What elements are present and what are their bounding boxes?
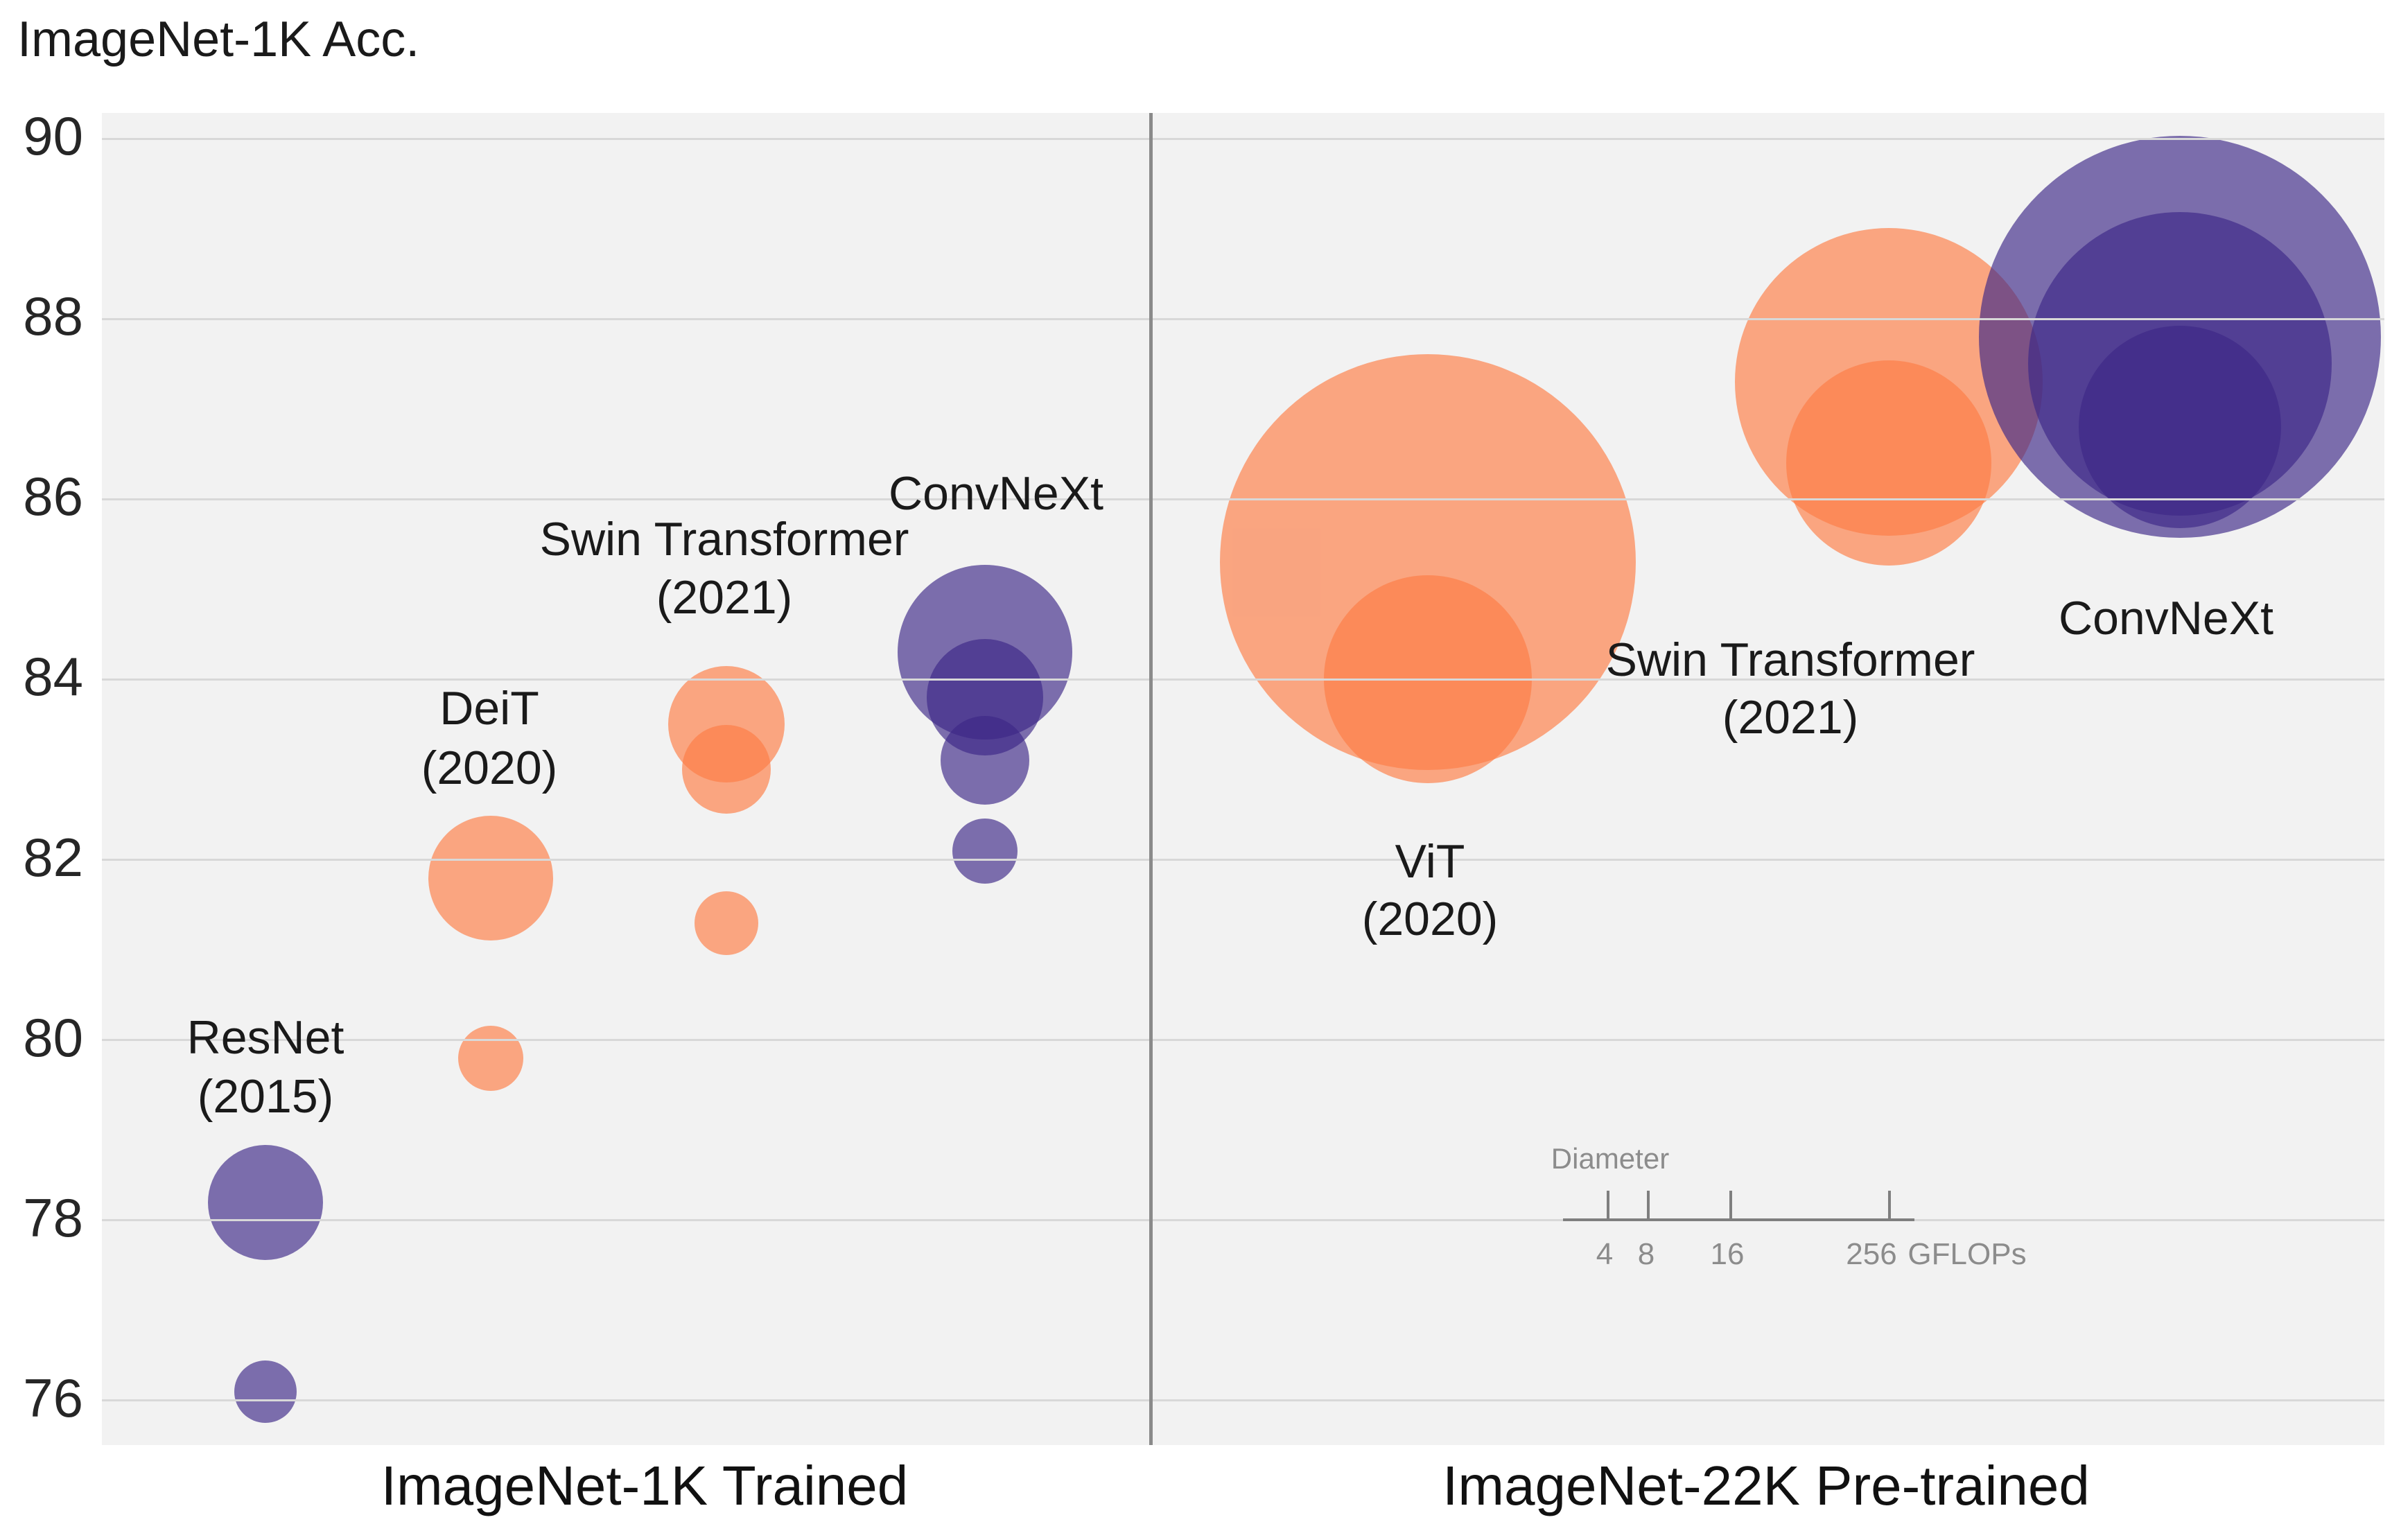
plot-area: ResNet (2015) DeiT (2020) Swin Transformer (2… [102, 113, 2384, 1445]
bubble-swin-transformer-4.5gflops [695, 891, 758, 955]
legend-tick-8 [1647, 1191, 1650, 1220]
y-tick-label-76: 76 [23, 1367, 83, 1428]
label-false-resnet-line2: (2015) [197, 1070, 334, 1123]
bubble-swin-transformer-15.4gflops [668, 666, 785, 783]
y-tick-label-88: 88 [23, 285, 83, 347]
chart-title: ImageNet-1K Acc. [17, 12, 420, 67]
legend-value-16: 16 [1710, 1237, 1745, 1271]
y-tick-label-84: 84 [23, 646, 83, 708]
bubble-deit-4.6gflops [458, 1025, 523, 1091]
panel-label-imagenet-1k-trained: ImageNet-1K Trained [381, 1455, 909, 1516]
legend-tick-256 [1888, 1191, 1891, 1220]
label-true-vit-line2: (2020) [1361, 893, 1499, 945]
bubble-resnet-15gflops [208, 1144, 323, 1260]
gridline-88 [102, 317, 2384, 320]
bubble-vit-190.7gflops [1220, 354, 1636, 771]
panel-divider [1149, 113, 1153, 1445]
label-false-deit-line2: (2020) [421, 742, 558, 794]
legend-tick-4 [1607, 1191, 1609, 1220]
legend-axis-line [1563, 1218, 1914, 1221]
gridline-90 [102, 137, 2384, 140]
label-true-swin-transformer-line2: (2021) [1722, 691, 1859, 744]
label-false-deit-line1: DeiT [439, 682, 539, 735]
y-tick-label-82: 82 [23, 826, 83, 888]
bubble-deit-17.6gflops [428, 815, 553, 940]
bubble-convnext-34.4gflops [898, 565, 1072, 740]
gridline-78 [102, 1219, 2384, 1222]
gridline-76 [102, 1399, 2384, 1402]
y-tick-label-90: 90 [23, 105, 83, 166]
legend-value-4: 4 [1596, 1237, 1614, 1271]
y-tick-label-80: 80 [23, 1006, 83, 1068]
panel-label-imagenet-22k-pretrained: ImageNet-22K Pre-trained [1442, 1455, 2090, 1516]
y-tick-label-78: 78 [23, 1187, 83, 1248]
legend-title: Diameter [1551, 1142, 1670, 1175]
label-false-swin-transformer-line1: Swin Transformer [539, 513, 909, 566]
bubble-resnet-4gflops [234, 1360, 297, 1423]
gridline-80 [102, 1039, 2384, 1042]
bubble-convnext-4.5gflops [952, 818, 1018, 884]
bubble-convnext-179gflops [1979, 136, 2381, 539]
legend-unit: GFLOPs [1908, 1237, 2027, 1271]
legend-tick-16 [1729, 1191, 1732, 1220]
y-tick-label-86: 86 [23, 466, 83, 527]
gridline-82 [102, 859, 2384, 861]
gridline-86 [102, 498, 2384, 500]
label-false-swin-transformer-line2: (2021) [656, 571, 793, 624]
label-true-swin-transformer-line1: Swin Transformer [1605, 633, 1975, 686]
gridline-84 [102, 678, 2384, 681]
label-true-convnext-line1: ConvNeXt [2059, 592, 2273, 645]
legend-value-256: 256 [1846, 1237, 1897, 1271]
label-true-vit-line1: ViT [1395, 835, 1465, 888]
label-false-resnet-line1: ResNet [186, 1011, 344, 1064]
legend-value-8: 8 [1637, 1237, 1655, 1271]
label-false-convnext-line1: ConvNeXt [889, 467, 1103, 520]
